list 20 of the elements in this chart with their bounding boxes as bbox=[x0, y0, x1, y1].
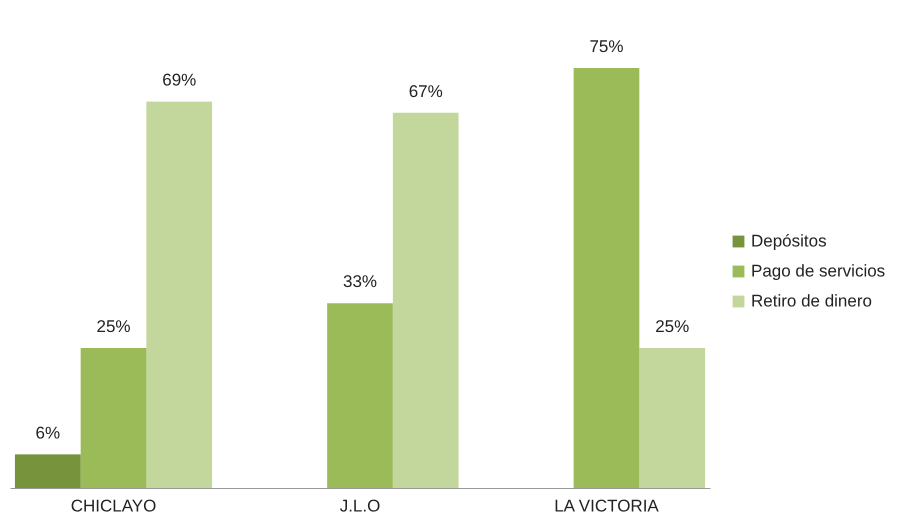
bar bbox=[639, 348, 706, 488]
data-label: 6% bbox=[36, 423, 60, 442]
data-label: 25% bbox=[96, 317, 131, 336]
data-label: 25% bbox=[655, 317, 690, 336]
data-label: 33% bbox=[342, 272, 378, 292]
bar bbox=[574, 68, 640, 488]
bar bbox=[146, 102, 212, 488]
x-tick-label: J.L.O bbox=[340, 496, 380, 514]
bar bbox=[14, 454, 81, 488]
data-label: 67% bbox=[408, 82, 443, 101]
bar bbox=[327, 303, 393, 488]
x-tick-label: LA VICTORIA bbox=[554, 496, 660, 514]
data-label: 75% bbox=[589, 37, 624, 56]
legend-label: Pago de servicios bbox=[751, 262, 886, 280]
bar bbox=[392, 112, 459, 488]
x-tick-label: CHICLAYO bbox=[70, 496, 156, 514]
data-label: 69% bbox=[162, 70, 196, 90]
legend-label: Depósitos bbox=[751, 232, 827, 250]
legend-label: Retiro de dinero bbox=[751, 292, 872, 310]
bar bbox=[80, 348, 146, 488]
